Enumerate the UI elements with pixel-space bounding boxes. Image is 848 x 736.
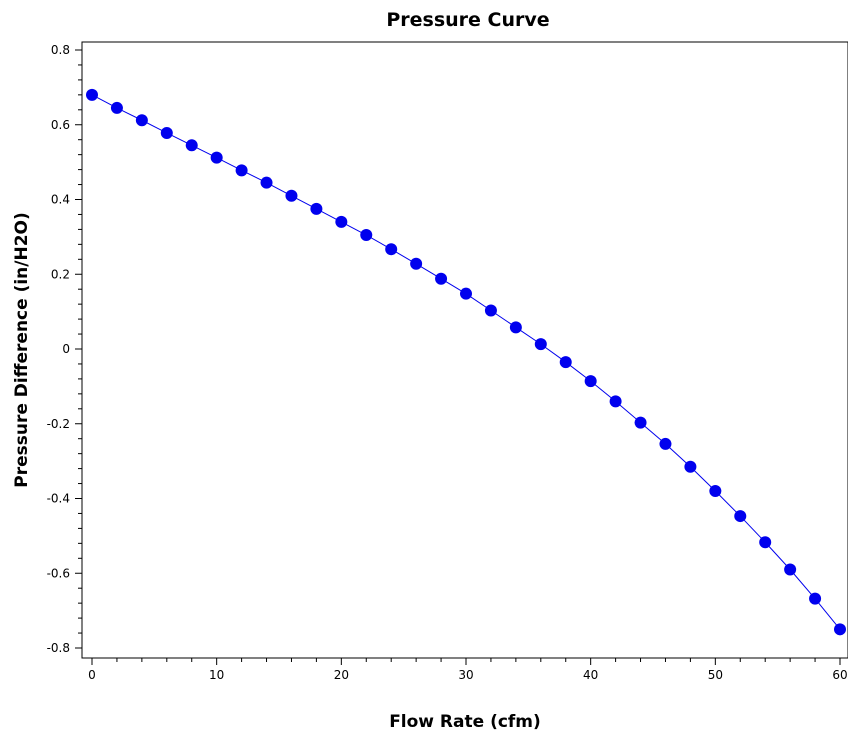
x-tick-label: 20 [334, 668, 349, 682]
data-point [659, 437, 672, 450]
data-point [509, 321, 522, 334]
data-point [360, 229, 373, 242]
data-point [634, 416, 647, 429]
y-tick-label: 0 [62, 342, 70, 356]
data-point [534, 338, 547, 351]
data-point [410, 257, 423, 270]
data-point [784, 563, 797, 576]
y-tick-label: 0.8 [51, 43, 70, 57]
x-axis: 0 10 20 30 40 50 60 [88, 658, 848, 682]
x-axis-title: Flow Rate (cfm) [389, 712, 541, 732]
data-point [834, 623, 846, 636]
data-point [160, 126, 173, 139]
y-tick-label: 0.2 [51, 267, 70, 281]
y-axis-title: Pressure Difference (in/H2O) [12, 212, 32, 488]
chart-title: Pressure Curve [386, 9, 549, 31]
y-tick-label: 0.4 [51, 193, 70, 207]
data-point [809, 592, 822, 605]
x-tick-label: 40 [583, 668, 598, 682]
x-tick-label: 30 [458, 668, 473, 682]
data-point [110, 101, 123, 114]
data-point [135, 114, 148, 127]
data-point [185, 139, 198, 152]
data-point [435, 272, 448, 285]
data-point [559, 356, 572, 369]
data-point [484, 304, 497, 317]
data-point [584, 375, 597, 388]
series-layer [86, 88, 846, 636]
data-point [385, 243, 398, 256]
data-point [684, 460, 697, 473]
data-point [235, 164, 248, 177]
data-point [734, 510, 747, 523]
x-tick-label: 0 [88, 668, 96, 682]
y-tick-label: -0.8 [47, 641, 70, 655]
data-point [86, 88, 98, 101]
x-tick-label: 60 [832, 668, 847, 682]
y-tick-label: -0.6 [47, 566, 70, 580]
data-point [609, 395, 622, 408]
data-point [709, 485, 722, 498]
plot-area [81, 41, 848, 659]
data-point [210, 151, 223, 164]
x-tick-label: 10 [209, 668, 224, 682]
data-point [335, 215, 348, 228]
data-point [310, 202, 323, 215]
data-point [285, 189, 298, 202]
y-tick-label: -0.2 [47, 417, 70, 431]
y-tick-label: -0.4 [47, 492, 70, 506]
y-tick-label: 0.6 [51, 118, 70, 132]
data-point [260, 176, 273, 189]
y-axis: -0.8 -0.6 -0.4 -0.2 0 0.2 0.4 0.6 0.8 [47, 43, 82, 655]
x-tick-label: 50 [708, 668, 723, 682]
data-point [460, 287, 472, 300]
data-point [759, 536, 772, 549]
